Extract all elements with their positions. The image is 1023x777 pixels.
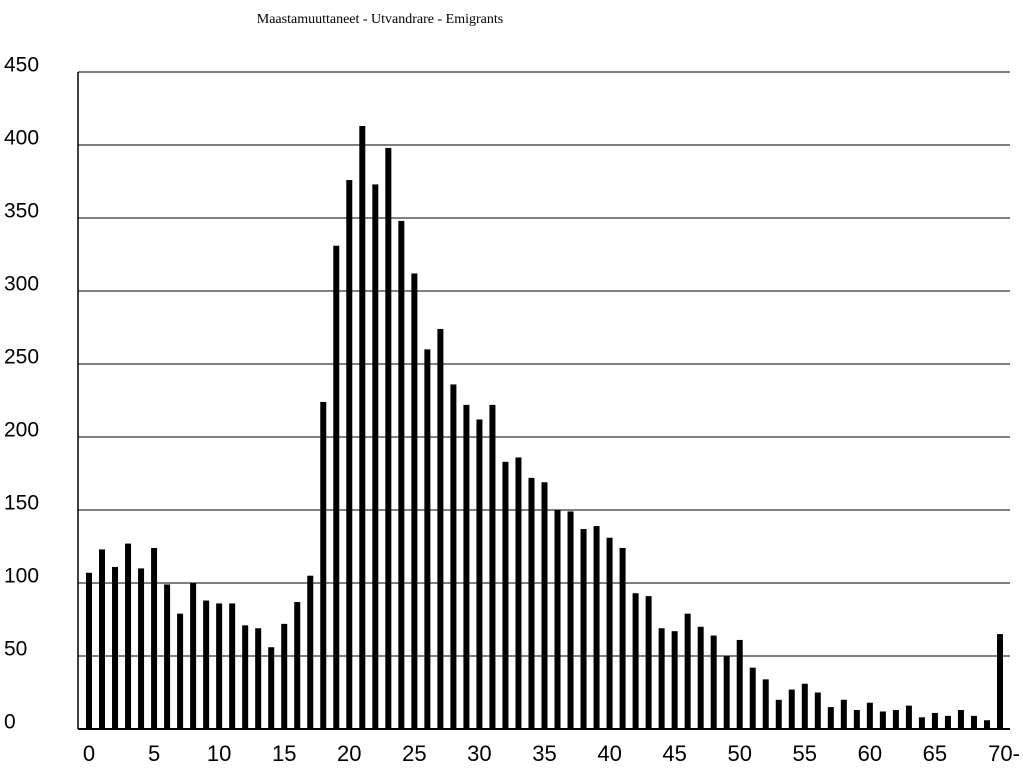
bar: [411, 273, 418, 729]
bar: [788, 689, 795, 729]
x-tick-label: 15: [272, 741, 296, 766]
bar: [489, 404, 496, 729]
bar: [424, 349, 431, 729]
bar: [957, 710, 964, 729]
bar: [827, 707, 834, 729]
bar: [86, 572, 92, 729]
y-tick-label: 400: [4, 127, 39, 150]
bar: [866, 702, 873, 729]
bar: [775, 699, 782, 729]
bar: [307, 575, 314, 729]
x-tick-label: 65: [923, 741, 947, 766]
y-tick-label: 350: [4, 200, 39, 223]
bar: [983, 720, 990, 729]
bar: [567, 511, 574, 729]
bar: [190, 583, 197, 729]
bar: [554, 510, 561, 729]
bar: [203, 600, 210, 729]
bar: [814, 692, 821, 729]
y-tick-label: 450: [4, 54, 39, 77]
bar: [216, 603, 223, 729]
bar: [294, 601, 301, 729]
bar: [658, 628, 665, 729]
bar: [476, 419, 483, 729]
bar: [593, 526, 600, 729]
bar: [645, 596, 652, 729]
bar: [372, 184, 379, 730]
bar: [944, 715, 951, 729]
bar: [723, 656, 730, 729]
bar: [450, 384, 457, 729]
x-tick-label: 60: [858, 741, 882, 766]
y-tick-label: 50: [4, 638, 27, 661]
bar: [606, 537, 613, 729]
bar: [385, 147, 392, 730]
bar: [125, 543, 132, 729]
bar: [528, 477, 535, 729]
bar: [242, 625, 249, 729]
bar: [749, 667, 756, 729]
bar: [684, 613, 691, 729]
bar: [853, 710, 860, 729]
bar: [463, 404, 470, 729]
x-tick-label: 10: [207, 741, 231, 766]
x-tick-label: 5: [148, 741, 160, 766]
bar: [177, 613, 184, 729]
x-tick-label: 25: [402, 741, 426, 766]
bar: [151, 547, 158, 729]
bar: [905, 705, 912, 729]
bar: [697, 626, 704, 729]
x-tick-label: 20: [337, 741, 361, 766]
bar: [268, 647, 275, 729]
x-tick-label: 55: [793, 741, 817, 766]
bar: [255, 628, 262, 729]
bar: [619, 547, 626, 729]
bar: [502, 461, 509, 729]
y-tick-label: 250: [4, 346, 39, 369]
x-tick-label: 30: [467, 741, 491, 766]
bar: [580, 528, 587, 729]
bar: [801, 683, 808, 729]
x-tick-label: 0: [83, 741, 95, 766]
bar: [333, 245, 340, 730]
bar: [229, 603, 236, 729]
y-tick-label: 0: [4, 711, 16, 734]
bar: [762, 679, 769, 729]
bar: [164, 584, 171, 729]
bar: [281, 623, 288, 729]
bar: [840, 699, 847, 729]
x-tick-label: 40: [597, 741, 621, 766]
bar: [879, 711, 886, 729]
bar: [970, 715, 977, 729]
x-tick-label: 50: [727, 741, 751, 766]
y-tick-label: 200: [4, 419, 39, 442]
x-tick-label: 70-: [988, 741, 1020, 766]
y-tick-label: 100: [4, 565, 39, 588]
x-tick-label: 35: [532, 741, 556, 766]
chart-title: Maastamuuttaneet - Utvandrare - Emigrant…: [257, 12, 503, 27]
bar: [892, 710, 899, 729]
bar: [736, 639, 743, 729]
bar: [710, 635, 717, 729]
bar: [398, 220, 405, 730]
bar: [931, 712, 938, 729]
bar: [359, 126, 366, 729]
bar: [138, 568, 145, 729]
bar: [515, 457, 522, 729]
bar: [997, 634, 1003, 729]
bar: [99, 549, 106, 729]
y-tick-label: 300: [4, 273, 39, 296]
bar: [437, 328, 444, 729]
bar: [112, 566, 119, 729]
y-tick-label: 150: [4, 492, 39, 515]
bar: [632, 593, 639, 729]
bar: [918, 717, 925, 729]
x-tick-label: 45: [662, 741, 686, 766]
bar: [541, 482, 548, 729]
bar: [320, 401, 327, 729]
bar: [671, 631, 678, 729]
bar: [346, 180, 353, 730]
